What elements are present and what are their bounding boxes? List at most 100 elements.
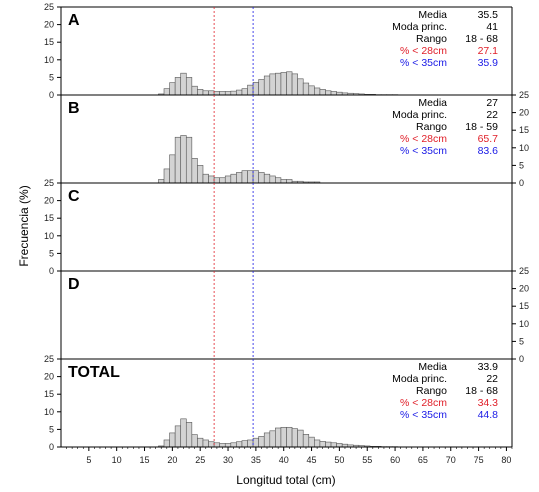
bar <box>319 441 326 448</box>
bar <box>202 90 209 96</box>
bar <box>280 426 287 448</box>
y-tick-label: 15 <box>44 213 54 223</box>
bar <box>185 77 193 96</box>
y-tick-label: 20 <box>44 372 54 382</box>
bar <box>163 88 170 96</box>
x-tick-label: 70 <box>446 455 456 465</box>
bar <box>241 170 248 184</box>
x-tick-label: 35 <box>251 455 261 465</box>
bar <box>241 440 248 448</box>
stat-label: % < 35cm <box>400 145 447 157</box>
bar <box>174 136 182 184</box>
bar <box>252 437 259 448</box>
bar <box>280 179 287 184</box>
bar <box>275 177 282 184</box>
bar <box>286 179 293 184</box>
panels-layer: 0 5 10 15 20 25 A Media 35.5 Moda princ. 41 Rango 18… <box>44 2 529 452</box>
stat-label: Rango <box>416 33 447 45</box>
bar <box>197 165 204 184</box>
bar <box>169 82 176 96</box>
stat-label: Rango <box>416 121 447 133</box>
stat-value: 22 <box>486 109 498 121</box>
bar <box>275 72 282 96</box>
x-tick-label: 45 <box>307 455 317 465</box>
y-tick-label: 10 <box>519 143 529 153</box>
stat-label: Media <box>418 97 447 109</box>
bar <box>330 91 337 96</box>
bar <box>213 91 220 96</box>
bar <box>202 173 209 184</box>
stat-label: % < 35cm <box>400 57 447 69</box>
bar <box>236 441 243 448</box>
y-tick-label: 10 <box>44 407 54 417</box>
bar <box>263 75 271 96</box>
stat-value: 44.8 <box>478 409 499 421</box>
bar <box>219 177 226 184</box>
bar <box>174 77 182 96</box>
bar <box>202 439 209 448</box>
x-tick-label: 60 <box>390 455 400 465</box>
bar <box>236 89 243 96</box>
bar <box>314 87 321 96</box>
stat-value: 34.3 <box>478 397 499 409</box>
bar <box>185 136 193 184</box>
x-tick-label: 65 <box>418 455 428 465</box>
bar <box>325 90 332 96</box>
x-tick-label: 55 <box>362 455 372 465</box>
bar <box>241 88 248 96</box>
bar <box>180 72 187 96</box>
bar <box>230 173 237 184</box>
y-tick-label: 0 <box>49 442 54 452</box>
stat-value: 18 - 68 <box>465 385 498 397</box>
stat-value: 18 - 68 <box>465 33 498 45</box>
panel-c: 0 5 10 15 20 25 C <box>44 178 513 276</box>
bar <box>263 432 271 448</box>
y-tick-label: 10 <box>519 319 529 329</box>
y-tick-label: 0 <box>519 178 524 188</box>
stat-value: 27 <box>486 97 498 109</box>
stat-label: Moda princ. <box>392 21 447 33</box>
y-tick-label: 0 <box>519 354 524 364</box>
bar <box>219 91 226 96</box>
bar <box>263 173 271 184</box>
stat-label: % < 28cm <box>400 45 447 57</box>
y-tick-label: 5 <box>519 336 524 346</box>
y-tick-label: 5 <box>49 72 54 82</box>
bar <box>158 179 165 184</box>
y-tick-label: 25 <box>519 266 529 276</box>
y-tick-label: 15 <box>519 125 529 135</box>
panel-label: TOTAL <box>68 364 120 381</box>
y-axis-title: Frecuencia (%) <box>17 185 31 266</box>
bar <box>297 429 304 448</box>
bar <box>169 154 176 184</box>
y-tick-label: 5 <box>49 424 54 434</box>
bar <box>197 89 204 96</box>
y-tick-label: 15 <box>44 389 54 399</box>
bar <box>330 442 337 448</box>
x-tick-label: 40 <box>279 455 289 465</box>
x-tick-label: 10 <box>112 455 122 465</box>
bar <box>297 78 304 96</box>
y-tick-label: 0 <box>49 266 54 276</box>
bar <box>302 434 310 448</box>
stat-value: 27.1 <box>478 45 499 57</box>
bar <box>191 434 198 448</box>
x-tick-label: 80 <box>501 455 511 465</box>
bar <box>258 79 265 96</box>
panel-label: B <box>68 100 80 117</box>
stat-label: Moda princ. <box>392 109 447 121</box>
y-tick-label: 0 <box>49 90 54 100</box>
panel-b: 0 5 10 15 20 25 B Media 27 Moda princ. 22 Rango 18 -… <box>60 90 529 188</box>
bar <box>258 172 265 184</box>
x-tick-label: 15 <box>140 455 150 465</box>
bar <box>269 175 276 184</box>
y-tick-label: 25 <box>44 178 54 188</box>
bar <box>230 90 237 96</box>
bar <box>197 437 204 448</box>
stat-value: 41 <box>486 21 498 33</box>
bar <box>247 170 254 184</box>
y-tick-label: 10 <box>44 231 54 241</box>
bar <box>185 422 193 448</box>
bar <box>191 85 198 96</box>
bar <box>308 436 315 448</box>
